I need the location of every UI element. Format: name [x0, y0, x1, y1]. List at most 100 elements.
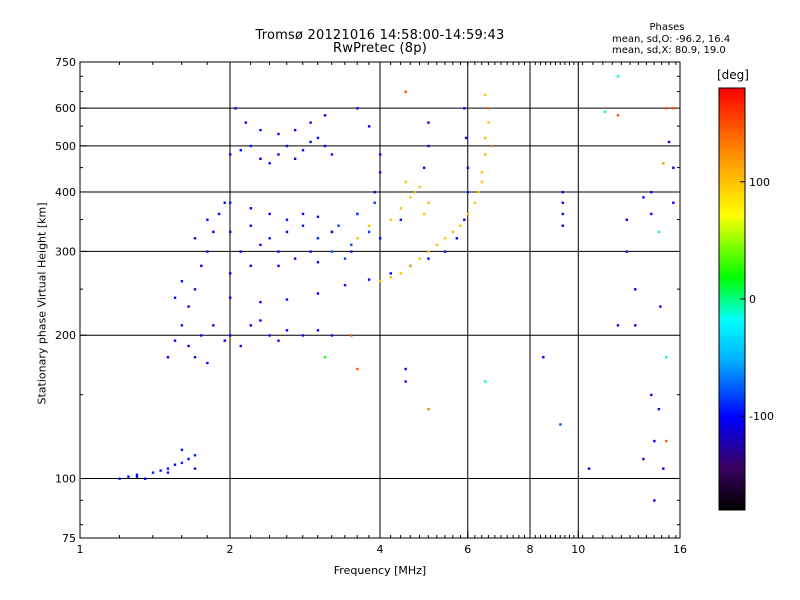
data-point — [217, 212, 221, 216]
grid-layer — [80, 62, 680, 538]
data-point — [293, 157, 297, 161]
data-point — [316, 136, 320, 140]
data-point — [187, 305, 190, 308]
data-point — [659, 305, 662, 308]
data-point — [193, 237, 197, 240]
data-point — [625, 218, 628, 221]
data-point — [443, 250, 447, 253]
data-point — [657, 407, 661, 411]
data-point — [239, 148, 242, 152]
x-tick-label: 6 — [464, 543, 471, 556]
data-point — [466, 212, 470, 216]
data-point — [187, 344, 190, 348]
data-point — [277, 264, 280, 268]
data-point — [234, 107, 237, 110]
colorbar-ticks: 100 0 -100 — [740, 176, 774, 423]
data-point — [427, 121, 430, 124]
data-point — [667, 140, 671, 144]
data-point — [422, 166, 426, 169]
x-tick-label: 8 — [527, 543, 534, 556]
data-point — [404, 180, 407, 184]
data-point — [229, 201, 232, 204]
data-point — [343, 257, 347, 260]
data-point — [561, 190, 564, 194]
y-tick-label: 100 — [55, 473, 76, 486]
stats-line-o: mean, sd,O: -96.2, 16.4 — [612, 34, 731, 45]
data-point — [316, 237, 320, 240]
data-point — [443, 237, 447, 240]
data-point — [135, 475, 139, 478]
data-point — [285, 144, 289, 148]
data-point — [367, 125, 371, 128]
data-point — [427, 250, 430, 253]
data-point — [259, 157, 262, 161]
data-point — [330, 230, 334, 234]
data-point — [484, 153, 487, 156]
stats-header: Phases — [649, 22, 685, 33]
data-point — [159, 469, 162, 472]
y-tick-label: 600 — [55, 102, 76, 115]
data-point — [293, 128, 297, 132]
data-point — [616, 324, 620, 327]
data-point — [418, 257, 421, 260]
data-point — [249, 324, 253, 327]
data-point — [367, 230, 371, 234]
data-point — [389, 218, 392, 221]
data-point — [409, 264, 412, 268]
data-point — [665, 439, 668, 443]
data-point — [422, 212, 426, 216]
data-point — [249, 224, 253, 227]
data-point — [285, 230, 289, 234]
data-point — [330, 250, 334, 253]
data-point — [389, 272, 392, 275]
plot-area: 1 2 4 6 8 10 16 75 100 200 300 400 500 600 750 — [55, 56, 687, 556]
data-point — [259, 319, 262, 322]
data-point — [427, 144, 430, 148]
data-point — [603, 110, 607, 114]
x-tick-label: 2 — [227, 543, 234, 556]
data-point — [477, 190, 480, 194]
colorbar-tick-label: 0 — [749, 293, 756, 306]
data-point — [323, 144, 327, 148]
data-point — [625, 250, 628, 253]
data-point — [561, 201, 564, 204]
data-point — [559, 423, 562, 426]
data-point — [435, 243, 439, 247]
data-point — [561, 212, 564, 216]
data-point — [212, 324, 215, 327]
data-point — [173, 296, 177, 299]
data-point — [285, 298, 289, 301]
y-tick-label: 75 — [62, 532, 76, 545]
data-point — [316, 329, 320, 332]
data-point — [229, 153, 232, 156]
data-point — [293, 257, 297, 260]
chart-title: Tromsø 20121016 14:58:00-14:59:43 — [255, 28, 505, 43]
data-point — [316, 261, 320, 264]
data-point — [634, 288, 637, 291]
data-point — [200, 264, 203, 268]
data-point — [301, 148, 305, 152]
data-point — [259, 300, 262, 304]
data-point — [418, 185, 421, 189]
data-point — [662, 162, 665, 165]
y-tick-label: 400 — [55, 186, 76, 199]
x-tick-label: 10 — [571, 543, 585, 556]
data-point — [180, 324, 184, 327]
data-point — [166, 471, 170, 474]
data-point — [487, 107, 490, 110]
data-point — [206, 361, 209, 365]
data-point — [427, 201, 430, 204]
data-point — [193, 467, 197, 470]
data-point — [193, 288, 197, 291]
data-point — [337, 224, 340, 227]
x-tick-label: 4 — [377, 543, 384, 556]
data-point — [662, 467, 665, 470]
data-point — [239, 344, 242, 348]
data-point — [323, 356, 327, 359]
data-point — [343, 284, 347, 287]
data-point — [229, 230, 232, 234]
data-point — [459, 224, 462, 227]
data-point — [427, 257, 430, 260]
y-tick-label: 300 — [55, 245, 76, 258]
